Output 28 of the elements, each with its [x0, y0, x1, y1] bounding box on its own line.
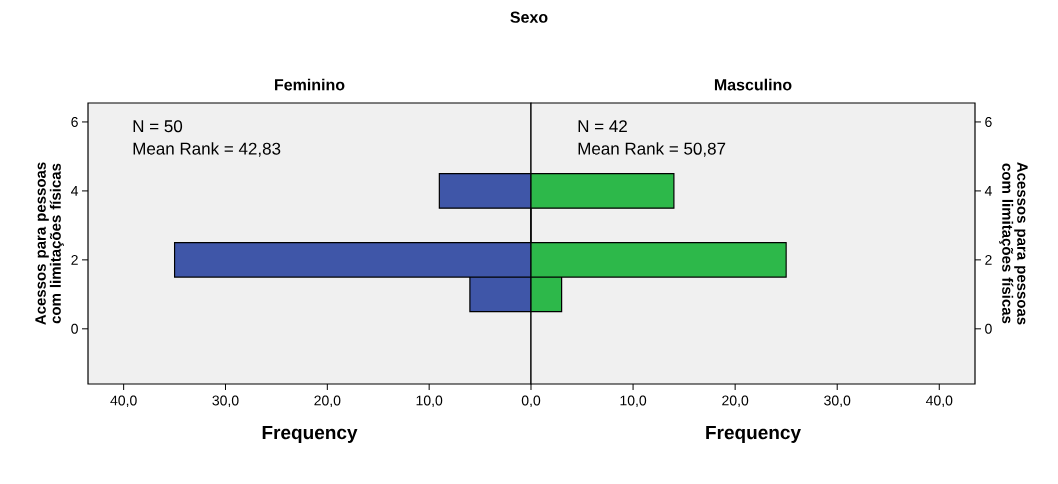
y-tick-label: 6 — [71, 116, 78, 127]
y-tick-label: 2 — [71, 254, 78, 265]
chart-subtitle: Feminino — [275, 78, 345, 91]
x-tick-label: 40,0 — [110, 395, 137, 408]
y-tick-label: 6 — [985, 116, 992, 127]
annotation: Mean Rank = 42,83 — [133, 142, 281, 157]
y-axis-title: Acessos para pessoas com limitações físicas — [999, 162, 1028, 325]
annotation: Mean Rank = 50,87 — [578, 142, 726, 157]
x-tick-label: 20,0 — [722, 395, 749, 408]
y-tick-label: 0 — [985, 323, 992, 334]
x-tick-label: 30,0 — [212, 395, 239, 408]
y-tick-label: 2 — [985, 254, 992, 265]
y-tick-label: 4 — [984, 186, 992, 196]
x-axis-title: Frequency — [706, 425, 801, 443]
x-tick-label: 30,0 — [824, 395, 851, 408]
x-tick-label: 10,0 — [620, 395, 647, 408]
x-tick-label: 40,0 — [925, 395, 953, 408]
y-tick-label: 4 — [71, 186, 79, 196]
chart-title: Sexo — [510, 11, 548, 23]
x-tick-label: 20,0 — [314, 395, 341, 408]
x-tick-label: 0,0 — [521, 395, 541, 408]
y-axis-title: Acessos para pessoas com limitações físicas — [35, 162, 64, 325]
x-tick-label: 10,0 — [416, 395, 443, 408]
annotation: N = 50 — [133, 120, 183, 133]
annotation: N = 42 — [578, 120, 627, 133]
y-tick-label: 0 — [71, 323, 78, 334]
x-axis-title: Frequency — [262, 425, 358, 443]
chart-subtitle: Masculino — [714, 78, 792, 91]
